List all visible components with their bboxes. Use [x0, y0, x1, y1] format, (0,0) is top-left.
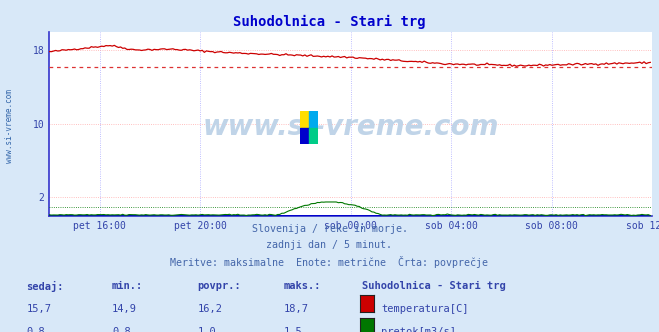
Text: maks.:: maks.:: [283, 281, 321, 290]
Text: min.:: min.:: [112, 281, 143, 290]
Text: povpr.:: povpr.:: [198, 281, 241, 290]
Text: pretok[m3/s]: pretok[m3/s]: [381, 327, 456, 332]
Text: www.si-vreme.com: www.si-vreme.com: [5, 89, 14, 163]
Text: sedaj:: sedaj:: [26, 281, 64, 291]
Text: Suhodolnica - Stari trg: Suhodolnica - Stari trg: [233, 15, 426, 29]
Text: 18,7: 18,7: [283, 304, 308, 314]
Bar: [300, 128, 309, 144]
Bar: [300, 111, 309, 128]
Text: temperatura[C]: temperatura[C]: [381, 304, 469, 314]
Text: 16,2: 16,2: [198, 304, 223, 314]
Text: 14,9: 14,9: [112, 304, 137, 314]
Text: 0,8: 0,8: [26, 327, 45, 332]
Text: 0,8: 0,8: [112, 327, 130, 332]
Text: Slovenija / reke in morje.: Slovenija / reke in morje.: [252, 224, 407, 234]
Text: zadnji dan / 5 minut.: zadnji dan / 5 minut.: [266, 240, 393, 250]
Text: www.si-vreme.com: www.si-vreme.com: [203, 113, 499, 141]
Bar: [309, 111, 318, 128]
Text: Meritve: maksimalne  Enote: metrične  Črta: povprečje: Meritve: maksimalne Enote: metrične Črta…: [171, 256, 488, 268]
Text: 15,7: 15,7: [26, 304, 51, 314]
Text: 1,0: 1,0: [198, 327, 216, 332]
Text: 1,5: 1,5: [283, 327, 302, 332]
Text: Suhodolnica - Stari trg: Suhodolnica - Stari trg: [362, 281, 506, 290]
Bar: [309, 128, 318, 144]
